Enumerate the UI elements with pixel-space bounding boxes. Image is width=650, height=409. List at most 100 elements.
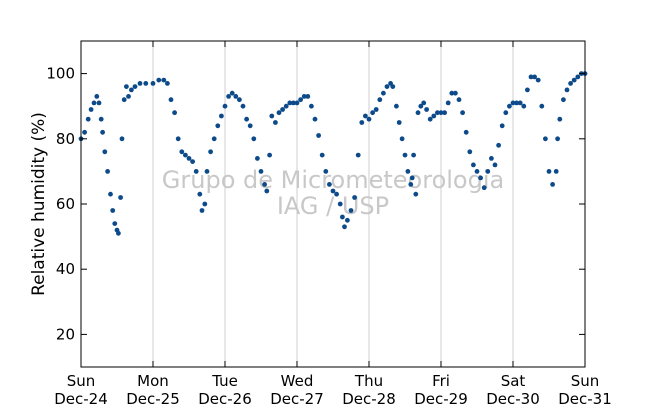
data-point-62 bbox=[280, 107, 285, 112]
data-point-144 bbox=[555, 136, 560, 142]
data-point-5 bbox=[94, 94, 100, 99]
data-point-113 bbox=[445, 100, 451, 106]
data-points bbox=[78, 71, 588, 236]
data-point-112 bbox=[442, 110, 447, 116]
data-point-24 bbox=[143, 81, 149, 86]
data-point-111 bbox=[438, 110, 444, 116]
data-point-142 bbox=[550, 182, 555, 187]
data-point-45 bbox=[222, 103, 228, 109]
data-point-33 bbox=[183, 152, 188, 158]
data-point-54 bbox=[255, 156, 260, 161]
x-tick-day-6: Sat bbox=[501, 372, 526, 390]
data-point-7 bbox=[98, 116, 104, 122]
data-point-13 bbox=[112, 221, 118, 227]
data-point-88 bbox=[370, 110, 375, 116]
data-point-104 bbox=[415, 110, 421, 116]
data-point-39 bbox=[202, 201, 208, 207]
data-point-25 bbox=[150, 81, 156, 86]
data-point-48 bbox=[233, 94, 239, 99]
data-point-76 bbox=[330, 188, 336, 194]
data-point-17 bbox=[119, 136, 125, 142]
data-point-81 bbox=[345, 217, 350, 223]
data-point-131 bbox=[510, 100, 516, 106]
data-point-27 bbox=[161, 77, 167, 83]
data-point-77 bbox=[334, 191, 339, 197]
data-point-73 bbox=[319, 152, 325, 158]
y-tick-label-1: 40 bbox=[56, 260, 75, 278]
data-point-41 bbox=[208, 149, 214, 155]
x-tick-day-0: Sun bbox=[67, 372, 96, 390]
data-point-107 bbox=[424, 107, 429, 112]
data-point-44 bbox=[219, 113, 224, 119]
data-point-98 bbox=[402, 152, 408, 158]
data-point-114 bbox=[449, 90, 455, 96]
data-point-63 bbox=[283, 103, 289, 109]
data-point-127 bbox=[496, 142, 501, 148]
data-point-124 bbox=[485, 169, 491, 174]
data-point-59 bbox=[269, 113, 275, 119]
data-point-90 bbox=[377, 97, 383, 103]
data-point-36 bbox=[193, 169, 199, 174]
data-point-4 bbox=[91, 100, 97, 106]
data-point-95 bbox=[394, 103, 399, 109]
data-point-8 bbox=[100, 129, 105, 135]
data-point-125 bbox=[489, 156, 494, 161]
data-point-145 bbox=[557, 116, 563, 122]
data-point-47 bbox=[229, 90, 235, 96]
data-point-15 bbox=[116, 230, 121, 236]
data-point-31 bbox=[175, 136, 181, 142]
data-point-82 bbox=[348, 208, 354, 213]
data-point-49 bbox=[237, 97, 242, 103]
data-point-87 bbox=[366, 116, 372, 122]
data-point-3 bbox=[88, 107, 94, 112]
data-point-40 bbox=[204, 169, 210, 174]
data-point-43 bbox=[215, 123, 221, 129]
data-point-148 bbox=[568, 81, 573, 86]
y-tick-label-3: 80 bbox=[56, 130, 75, 148]
x-tick-date-4: Dec-28 bbox=[342, 390, 396, 408]
data-point-150 bbox=[575, 74, 581, 80]
data-point-139 bbox=[539, 103, 545, 109]
data-point-106 bbox=[421, 100, 427, 106]
data-point-34 bbox=[186, 156, 192, 161]
data-point-57 bbox=[264, 188, 270, 194]
data-point-146 bbox=[561, 97, 566, 103]
data-point-19 bbox=[124, 84, 129, 89]
data-point-86 bbox=[363, 113, 368, 119]
data-point-137 bbox=[532, 74, 537, 80]
x-tick-day-2: Tue bbox=[211, 372, 238, 390]
data-point-83 bbox=[352, 195, 357, 200]
data-point-11 bbox=[108, 191, 113, 197]
data-point-42 bbox=[211, 136, 217, 142]
x-tick-date-3: Dec-27 bbox=[270, 390, 324, 408]
data-point-22 bbox=[132, 84, 138, 89]
data-point-51 bbox=[244, 116, 250, 122]
data-point-80 bbox=[342, 224, 347, 230]
data-point-92 bbox=[384, 84, 390, 89]
data-point-120 bbox=[471, 162, 476, 168]
data-point-6 bbox=[96, 100, 102, 106]
data-point-89 bbox=[373, 107, 379, 112]
data-point-115 bbox=[453, 90, 458, 96]
data-point-26 bbox=[156, 77, 162, 83]
x-tick-date-7: Dec-31 bbox=[558, 390, 612, 408]
data-point-94 bbox=[390, 84, 396, 89]
data-point-70 bbox=[309, 103, 314, 109]
data-point-132 bbox=[514, 100, 519, 106]
data-point-140 bbox=[543, 136, 548, 142]
data-point-123 bbox=[481, 185, 487, 191]
y-tick-label-4: 100 bbox=[46, 65, 75, 83]
data-point-71 bbox=[312, 116, 318, 122]
data-point-101 bbox=[409, 175, 415, 181]
data-point-66 bbox=[294, 100, 300, 106]
data-point-99 bbox=[405, 169, 411, 174]
data-point-37 bbox=[197, 191, 203, 197]
data-point-18 bbox=[121, 97, 127, 103]
data-point-56 bbox=[262, 182, 267, 187]
x-tick-day-1: Mon bbox=[137, 372, 169, 390]
data-point-109 bbox=[431, 113, 437, 119]
data-point-105 bbox=[418, 103, 424, 109]
data-point-119 bbox=[467, 149, 473, 155]
data-point-122 bbox=[478, 175, 483, 181]
